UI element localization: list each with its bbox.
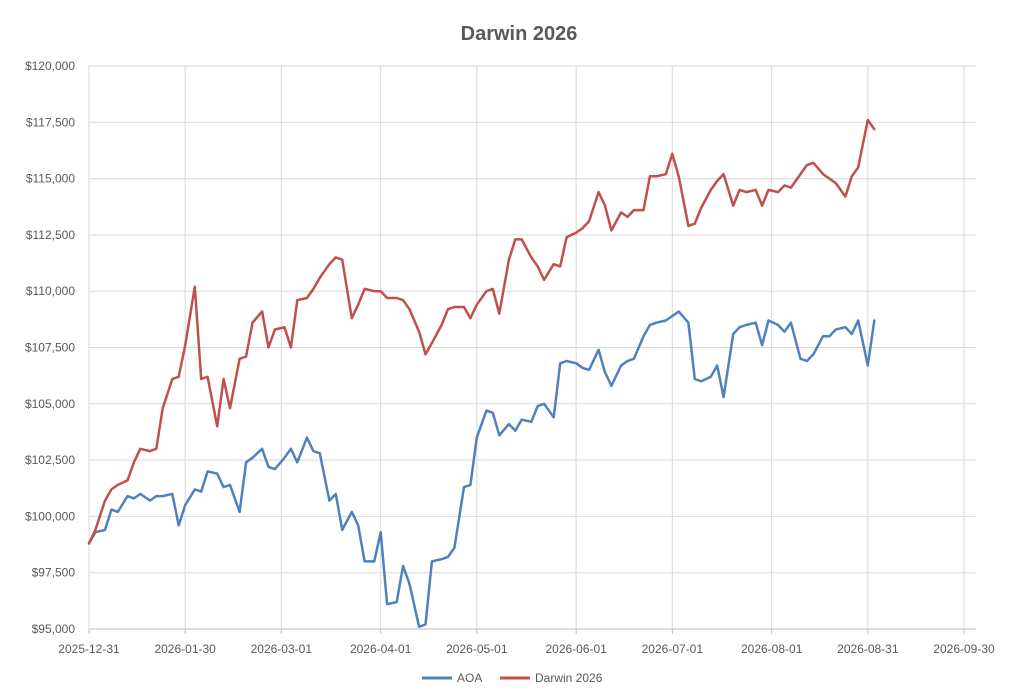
y-tick-label: $117,500 — [26, 115, 75, 129]
y-tick-label: $95,000 — [32, 622, 76, 636]
x-tick-label: 2026-08-31 — [837, 642, 899, 656]
x-tick-label: 2025-12-31 — [58, 642, 120, 656]
series-lines — [87, 118, 876, 628]
y-tick-label: $105,000 — [25, 397, 75, 411]
y-tick-label: $100,000 — [25, 509, 75, 523]
x-tick-label: 2026-05-01 — [446, 642, 508, 656]
legend-label: Darwin 2026 — [535, 671, 603, 685]
x-tick-label: 2026-03-01 — [251, 642, 313, 656]
x-tick-label: 2026-06-01 — [545, 642, 607, 656]
y-tick-label: $102,500 — [25, 453, 75, 467]
series-line-darwin-2026 — [87, 118, 876, 545]
x-tick-label: 2026-07-01 — [642, 642, 704, 656]
y-tick-label: $112,500 — [26, 228, 75, 242]
y-axis-tick-labels: $95,000 $97,500 $100,000 $102,500 $105,000 $1… — [25, 59, 75, 636]
y-tick-label: $110,000 — [26, 284, 75, 298]
y-gridlines — [89, 65, 976, 630]
x-tick-label: 2026-08-01 — [741, 642, 803, 656]
x-tick-label: 2026-09-30 — [933, 642, 995, 656]
x-gridlines — [88, 66, 965, 634]
y-tick-label: $115,000 — [26, 172, 75, 186]
y-tick-label: $120,000 — [25, 59, 75, 73]
series-line-aoa — [87, 310, 876, 628]
chart-title: Darwin 2026 — [461, 23, 578, 45]
x-tick-label: 2026-01-30 — [154, 642, 216, 656]
legend-label: AOA — [457, 671, 482, 685]
legend: AOA Darwin 2026 — [422, 671, 603, 685]
x-axis-tick-labels: 2025-12-31 2026-01-30 2026-03-01 2026-04-01… — [58, 642, 995, 656]
x-tick-label: 2026-04-01 — [350, 642, 412, 656]
y-tick-label: $107,500 — [25, 341, 75, 355]
y-tick-label: $97,500 — [32, 566, 76, 580]
